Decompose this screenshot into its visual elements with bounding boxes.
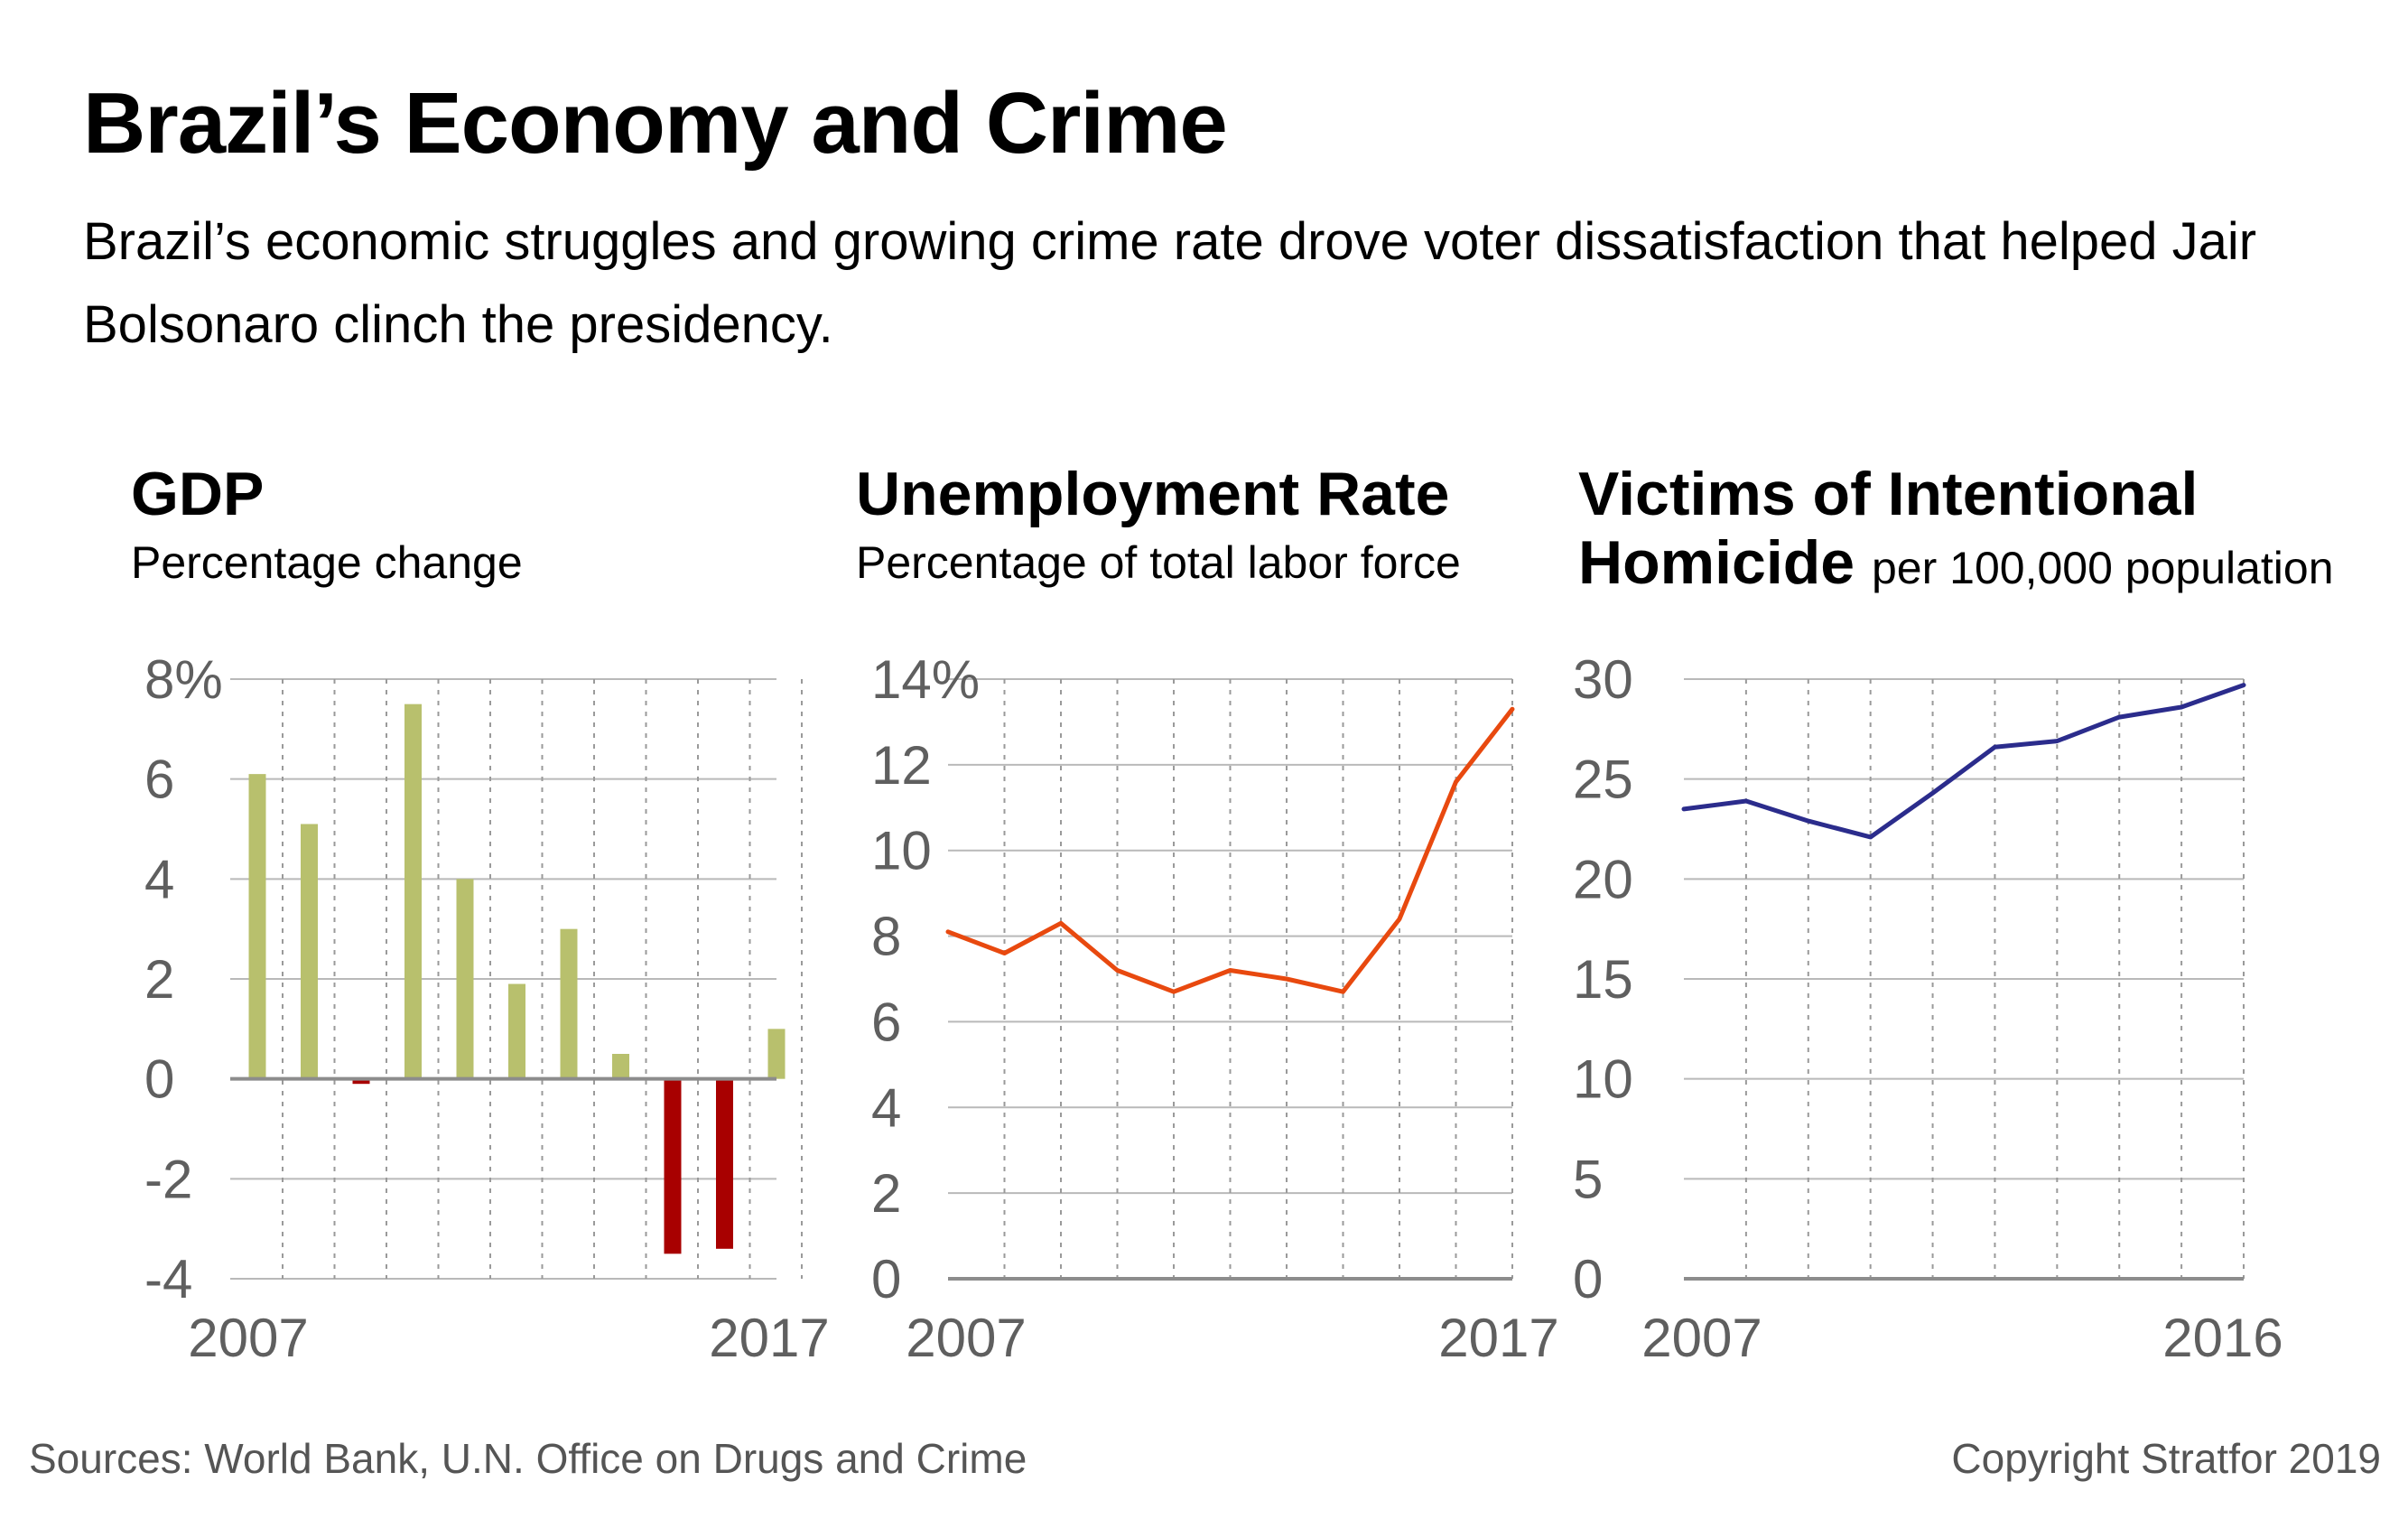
gdp-y-tick-label: 2	[144, 949, 174, 1010]
gdp-bar-2012	[508, 983, 525, 1079]
gdp-x-tick-label-last: 2017	[709, 1308, 829, 1368]
hom-series-line	[1681, 683, 2246, 840]
homicide-title-word: Homicide	[1578, 528, 1855, 597]
gdp-bar-2013	[560, 928, 578, 1079]
homicide-line-chart: 30 25 20 15 10 5 0 2007 2016	[1573, 649, 2283, 1368]
unemp-y-tick-label: 0	[871, 1249, 901, 1309]
gdp-y-tick-label: 6	[144, 750, 174, 810]
gdp-bar-2009	[352, 1078, 370, 1085]
page-subtitle: Brazil’s economic struggles and growing …	[83, 212, 2257, 354]
gdp-bar-2014	[612, 1054, 629, 1079]
gdp-panel-subtitle: Percentage change	[131, 537, 523, 588]
unemp-x-tick-label-last: 2017	[1438, 1308, 1558, 1368]
gdp-bar-2016	[716, 1078, 733, 1249]
gdp-y-tick-label: -4	[144, 1249, 192, 1309]
hom-y-tick-label: 20	[1573, 849, 1633, 909]
copyright-note: Copyright Stratfor 2019	[1951, 1435, 2381, 1482]
hom-y-tick-label: 15	[1573, 949, 1633, 1010]
unemp-y-tick-label: 6	[871, 992, 901, 1052]
hom-y-tick-label: 30	[1573, 649, 1633, 710]
gdp-x-tick-label-first: 2007	[188, 1308, 308, 1368]
gdp-bar-2007	[248, 774, 266, 1079]
gdp-bar-2017	[767, 1029, 786, 1079]
sources-note: Sources: World Bank, U.N. Office on Drug…	[29, 1435, 1027, 1482]
homicide-panel-title-line2: Homicide per 100,000 population	[1578, 527, 2334, 598]
gdp-bar-2010	[404, 703, 422, 1079]
hom-y-tick-label: 10	[1573, 1049, 1633, 1110]
gdp-y-tick-label: -2	[144, 1149, 192, 1209]
homicide-panel-title-line1: Victims of Intentional	[1578, 460, 2199, 528]
gdp-y-tick-label: 8%	[144, 649, 223, 710]
unemployment-panel-title: Unemployment Rate	[856, 460, 1450, 528]
hom-x-tick-label-first: 2007	[1641, 1308, 1762, 1368]
gdp-panel-title: GDP	[131, 460, 265, 528]
page-title: Brazil’s Economy and Crime	[83, 75, 1228, 172]
gdp-bar-2011	[456, 879, 474, 1079]
homicide-panel-subtitle: per 100,000 population	[1871, 543, 2334, 593]
hom-y-tick-label: 0	[1573, 1249, 1603, 1309]
gdp-y-tick-label: 4	[144, 849, 174, 909]
hom-x-tick-label-last: 2016	[2162, 1308, 2282, 1368]
unemp-y-tick-label: 12	[871, 735, 932, 796]
hom-y-tick-label: 5	[1573, 1149, 1603, 1209]
unemployment-panel-subtitle: Percentage of total labor force	[856, 537, 1461, 588]
unemp-y-tick-label: 14%	[871, 649, 980, 710]
gdp-bar-2015	[664, 1078, 682, 1254]
gdp-bar-2008	[301, 824, 318, 1079]
hom-y-tick-label: 25	[1573, 750, 1633, 810]
unemp-y-tick-label: 10	[871, 821, 932, 881]
unemp-y-tick-label: 2	[871, 1163, 901, 1224]
unemp-x-tick-label-first: 2007	[906, 1308, 1026, 1368]
gdp-y-tick-label: 0	[144, 1049, 174, 1110]
unemp-y-tick-label: 8	[871, 907, 901, 967]
unemp-y-tick-label: 4	[871, 1077, 901, 1138]
